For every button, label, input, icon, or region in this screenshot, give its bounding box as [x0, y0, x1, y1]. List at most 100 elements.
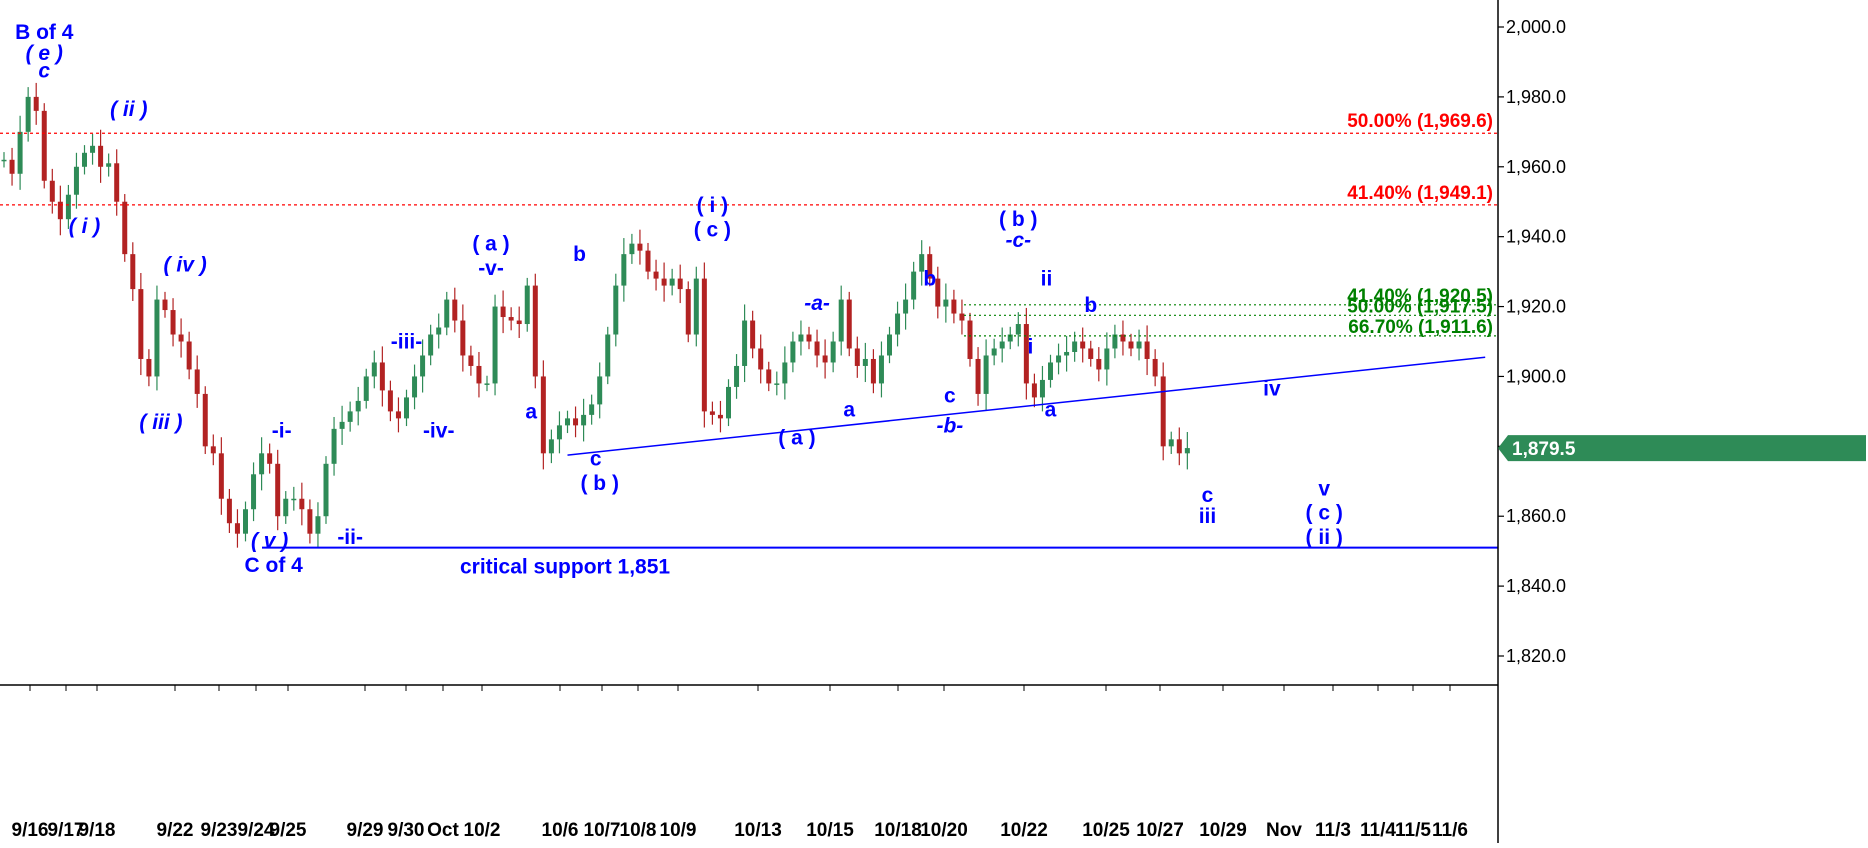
candle-body — [283, 498, 289, 517]
candle-body — [404, 397, 409, 419]
candle-body — [766, 369, 772, 384]
candle-body — [355, 400, 361, 412]
candle-body — [114, 163, 120, 202]
x-tick-label: 10/13 — [734, 820, 782, 841]
candle-body — [90, 145, 96, 153]
candle-body — [1152, 358, 1158, 377]
candle-body — [307, 509, 313, 534]
candle-body — [870, 358, 876, 384]
candle-body — [82, 152, 87, 167]
candle-body — [379, 362, 385, 391]
support-label: critical support 1,851 — [460, 556, 670, 579]
candle-body — [701, 278, 707, 412]
wave-label: -v- — [478, 257, 504, 280]
candle-body — [565, 418, 570, 426]
wave-label: v — [1318, 477, 1330, 500]
wave-label: c — [1202, 484, 1214, 507]
candle-body — [959, 313, 965, 321]
wave-label: ( b ) — [999, 208, 1037, 231]
candle-body — [387, 390, 393, 412]
candle-body — [484, 383, 490, 385]
fib-level-red-label: 50.00% (1,969.6) — [1347, 111, 1493, 132]
candle-body — [999, 341, 1005, 349]
candle-body — [822, 355, 828, 363]
wave-label: ( iv ) — [164, 254, 207, 277]
x-tick-label: 9/22 — [157, 820, 194, 841]
wave-label: i — [1027, 336, 1033, 359]
candle-body — [734, 365, 740, 387]
candle-body — [436, 327, 442, 335]
candle-body — [291, 498, 297, 501]
wave-label: iv — [1263, 378, 1281, 401]
candle-body — [1080, 341, 1086, 349]
x-tick-label: 11/3 — [1315, 820, 1351, 841]
candle-body — [468, 355, 474, 366]
candle-body — [1168, 439, 1174, 447]
wave-label: ( a ) — [778, 427, 815, 450]
candle-body — [693, 278, 699, 335]
x-tick-label: 10/25 — [1082, 820, 1130, 841]
candle-body — [581, 414, 587, 426]
x-tick-label: 10/2 — [464, 820, 501, 841]
x-tick-label: 9/29 — [347, 820, 384, 841]
candle-body — [476, 365, 482, 384]
x-tick-label: 9/16 — [12, 820, 49, 841]
candle-body — [1184, 448, 1190, 454]
candle-body — [1056, 355, 1062, 363]
candle-body — [146, 358, 152, 377]
candle-body — [613, 285, 619, 335]
candle-body — [774, 383, 780, 385]
candle-body — [661, 278, 667, 286]
candle-body — [862, 358, 868, 366]
candle-body — [251, 474, 257, 510]
candle-body — [983, 355, 989, 394]
candle-body — [1, 159, 7, 162]
candle-body — [170, 310, 176, 335]
candle-body — [709, 411, 715, 415]
trend-lines: critical support 1,851 — [262, 356, 1498, 579]
y-tick-label: 1,980.0 — [1506, 87, 1566, 107]
candle-body — [130, 254, 136, 290]
wave-label: -ii- — [337, 526, 363, 549]
candle-body — [259, 453, 265, 475]
wave-label: C of 4 — [245, 554, 304, 577]
candle-body — [1031, 383, 1037, 398]
candle-body — [782, 362, 788, 384]
candle-body — [967, 320, 973, 359]
candle-body — [17, 131, 23, 174]
candle-body — [347, 411, 353, 422]
candle-body — [138, 289, 144, 359]
candle-body — [814, 341, 820, 356]
candle-body — [49, 180, 55, 202]
candle-body — [677, 278, 683, 290]
candle-body — [267, 453, 273, 464]
candle-body — [1039, 379, 1045, 398]
candle-body — [605, 334, 611, 377]
candle-body — [420, 355, 426, 377]
wave-label: c — [590, 448, 602, 471]
candle-body — [548, 439, 554, 454]
wave-label: ( a ) — [472, 233, 509, 256]
candle-body — [597, 376, 603, 405]
candle-body — [315, 516, 321, 534]
candle-body — [846, 299, 852, 349]
y-tick-label: 1,940.0 — [1506, 227, 1566, 247]
candle-body — [887, 334, 892, 356]
x-tick-label: 10/27 — [1136, 820, 1184, 841]
x-tick-label: 10/6 — [542, 820, 579, 841]
candle-body — [975, 358, 981, 394]
trendline — [567, 356, 1486, 456]
candle-body — [234, 523, 240, 534]
candle-body — [162, 299, 168, 311]
y-tick-label: 1,960.0 — [1506, 157, 1566, 177]
candle-body — [1023, 324, 1029, 384]
candle-body — [1128, 341, 1134, 349]
x-tick-label: 9/30 — [388, 820, 425, 841]
candle-body — [500, 306, 506, 318]
candle-body — [226, 498, 232, 524]
fib-level-green-label: 50.00% (1,917.5) — [1347, 296, 1493, 317]
wave-label: ( e ) — [26, 42, 63, 65]
wave-label: ( ii ) — [1306, 526, 1343, 549]
